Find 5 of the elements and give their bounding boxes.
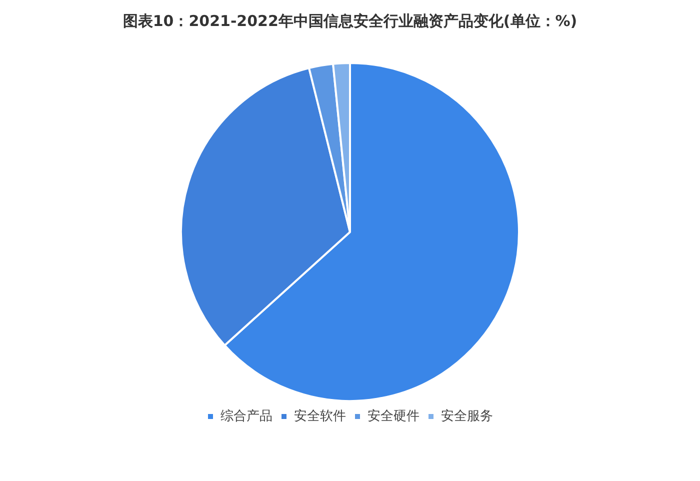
legend-label: 安全服务 [441,408,493,424]
chart-title: 图表10：2021-2022年中国信息安全行业融资产品变化(单位：%) [122,12,578,31]
legend-label: 安全软件 [294,408,346,424]
legend-label: 安全硬件 [368,408,420,424]
legend-label: 综合产品 [220,408,272,424]
